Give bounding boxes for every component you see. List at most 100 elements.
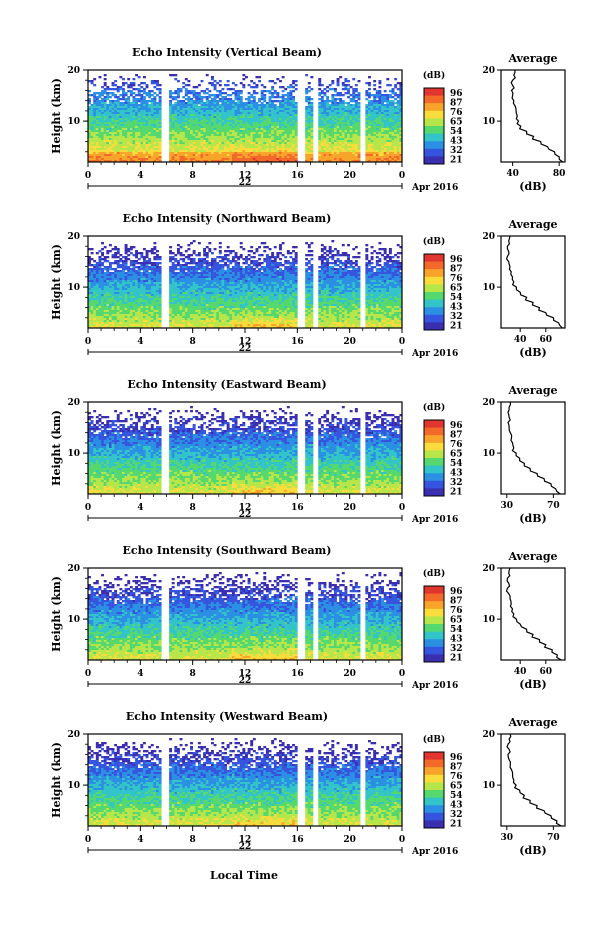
heatmap-cell — [260, 96, 264, 99]
heatmap-cell — [116, 106, 120, 109]
heatmap-cell — [250, 134, 254, 137]
heatmap-cell — [237, 154, 241, 157]
heatmap-cell — [289, 114, 293, 117]
heatmap-cell — [276, 152, 280, 155]
heatmap-cell — [250, 268, 254, 271]
heatmap-cell — [305, 140, 309, 143]
heatmap-cell — [229, 274, 233, 277]
heatmap-cell — [116, 262, 120, 265]
heatmap-cell — [388, 256, 392, 259]
heatmap-cell — [391, 156, 395, 159]
heatmap-cell — [294, 150, 298, 153]
heatmap-cell — [119, 116, 123, 119]
heatmap-cell — [234, 264, 238, 267]
heatmap-cell — [169, 266, 173, 269]
heatmap-cell — [383, 124, 387, 127]
heatmap-cell — [242, 154, 246, 157]
heatmap-cell — [386, 268, 390, 271]
heatmap-cell — [331, 138, 335, 141]
heatmap-cell — [279, 146, 282, 149]
heatmap-cell — [260, 114, 264, 117]
heatmap-cell — [381, 94, 384, 97]
heatmap-cell — [234, 92, 238, 95]
heatmap-cell — [386, 116, 390, 119]
heatmap-cell — [333, 100, 337, 103]
heatmap-cell — [258, 274, 261, 277]
heatmap-cell — [205, 152, 209, 155]
heatmap-cell — [331, 140, 335, 143]
heatmap-cell — [203, 272, 207, 275]
heatmap-cell — [182, 120, 186, 123]
heatmap-cell — [347, 84, 350, 87]
heatmap-cell — [331, 142, 335, 145]
heatmap-cell — [394, 270, 398, 273]
heatmap-cell — [320, 98, 324, 101]
heatmap-cell — [265, 150, 269, 153]
heatmap-cell — [260, 108, 264, 111]
heatmap-cell — [137, 120, 141, 123]
colorbar-segment — [424, 103, 444, 112]
heatmap-cell — [239, 120, 243, 123]
heatmap-cell — [200, 270, 204, 273]
heatmap-cell — [357, 152, 361, 155]
heatmap-cell — [255, 248, 259, 251]
heatmap-cell — [158, 140, 162, 143]
heatmap-cell — [349, 86, 353, 89]
heatmap-cell — [370, 134, 374, 137]
heatmap-cell — [184, 256, 188, 259]
heatmap-cell — [250, 106, 254, 109]
heatmap-cell — [265, 122, 269, 125]
heatmap-cell — [195, 134, 199, 137]
heatmap-cell — [218, 264, 222, 267]
heatmap-cell — [391, 90, 395, 93]
heatmap-cell — [216, 150, 220, 153]
heatmap-cell — [127, 140, 131, 143]
heatmap-cell — [184, 272, 188, 275]
heatmap-cell — [333, 154, 337, 157]
heatmap-cell — [124, 246, 128, 249]
heatmap-cell — [305, 130, 309, 133]
heatmap-cell — [305, 146, 309, 149]
heatmap-cell — [349, 128, 353, 131]
heatmap-cell — [367, 268, 371, 271]
heatmap-cell — [182, 114, 186, 117]
heatmap-cell — [129, 138, 133, 141]
heatmap-cell — [221, 156, 225, 159]
heatmap-cell — [108, 154, 112, 157]
heatmap-cell — [108, 148, 112, 151]
heatmap-cell — [320, 128, 324, 131]
heatmap-cell — [284, 272, 288, 275]
heatmap-cell — [252, 112, 256, 115]
heatmap-cell — [252, 122, 256, 125]
heatmap-cell — [260, 154, 264, 157]
heatmap-cell — [234, 252, 238, 255]
heatmap-cell — [205, 154, 209, 157]
heatmap-cell — [184, 90, 188, 93]
heatmap-cell — [197, 148, 201, 151]
heatmap-cell — [391, 124, 395, 127]
heatmap-cell — [237, 136, 241, 139]
heatmap-cell — [229, 144, 233, 147]
heatmap-cell — [224, 122, 227, 125]
heatmap-cell — [281, 126, 285, 129]
heatmap-cell — [367, 96, 371, 99]
heatmap-cell — [357, 112, 361, 115]
heatmap-cell — [268, 272, 272, 275]
heatmap-cell — [333, 152, 337, 155]
heatmap-cell — [341, 272, 345, 275]
heatmap-cell — [140, 262, 144, 265]
heatmap-cell — [268, 92, 272, 95]
heatmap-cell — [365, 258, 369, 261]
heatmap-cell — [333, 122, 337, 125]
heatmap-cell — [132, 134, 136, 137]
heatmap-cell — [271, 266, 275, 269]
heatmap-cell — [169, 124, 173, 127]
heatmap-cell — [255, 84, 259, 87]
heatmap-cell — [179, 154, 183, 157]
heatmap-cell — [273, 112, 277, 115]
heatmap-cell — [229, 134, 233, 137]
heatmap-cell — [328, 130, 332, 133]
heatmap-cell — [116, 140, 120, 143]
heatmap-cell — [122, 262, 125, 265]
heatmap-cell — [294, 84, 298, 87]
